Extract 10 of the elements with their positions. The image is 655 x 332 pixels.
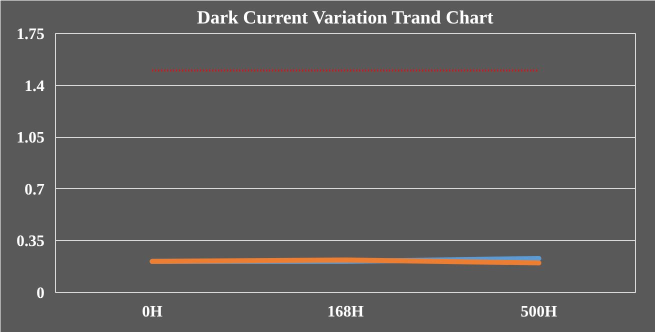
- x-tick-label: 168H: [327, 304, 364, 320]
- y-tick-label: 1.4: [24, 78, 44, 95]
- y-tick-label: 0.35: [16, 233, 44, 250]
- y-tick-label: 1.05: [16, 130, 44, 147]
- y-tick-label: 0.7: [24, 181, 44, 198]
- y-tick-label: 1.75: [16, 26, 44, 43]
- y-tick-label: 0: [36, 285, 44, 302]
- x-tick-label: 500H: [520, 304, 558, 320]
- x-tick-label: 0H: [142, 304, 163, 320]
- chart-title: Dark Current Variation Trand Chart: [196, 8, 494, 28]
